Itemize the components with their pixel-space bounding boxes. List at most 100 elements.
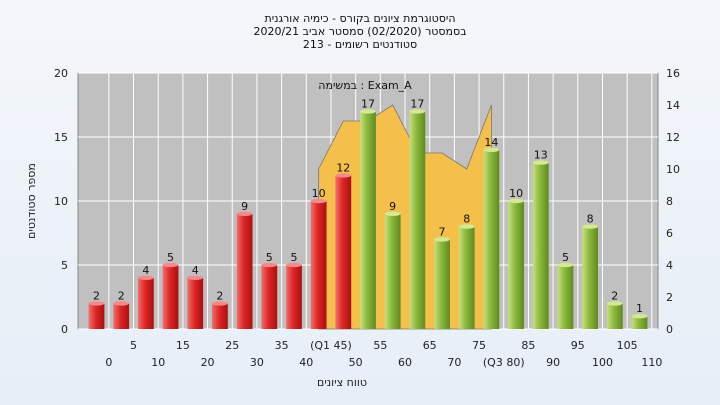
x-tick-16: (Q3 80) [483, 356, 525, 369]
bar-label-14: 7 [439, 225, 446, 238]
bar-top-3 [162, 262, 179, 268]
bar-top-10 [335, 173, 352, 178]
bar-17 [508, 201, 524, 329]
x-tick-9: (Q1 45) [310, 339, 352, 352]
bar-label-18: 13 [534, 149, 548, 162]
x-tick-0: 0 [105, 356, 112, 369]
bar-label-9: 10 [312, 187, 326, 200]
x-tick-14: 70 [447, 356, 461, 369]
bar-top-2 [137, 275, 154, 280]
x-tick-21: 105 [617, 339, 638, 352]
bar-label-11: 17 [361, 97, 375, 110]
x-tick-19: 95 [571, 339, 585, 352]
legend-exam-a: במשימה : Exam_A [318, 79, 412, 92]
x-axis-label: טווח ציונים [317, 376, 367, 389]
x-tick-6: 30 [250, 356, 264, 369]
bar-10 [335, 175, 352, 329]
y2-tick-8: 16 [666, 67, 680, 80]
bar-label-10: 12 [336, 161, 350, 174]
chart-title-line-3: סטודנטים רשומים - 213 [303, 38, 417, 51]
bar-label-6: 9 [241, 200, 248, 213]
x-tick-1: 5 [130, 339, 137, 352]
bar-label-8: 5 [290, 251, 297, 264]
x-tick-15: 75 [472, 339, 486, 352]
bar-14 [434, 239, 450, 329]
bar-top-5 [212, 301, 228, 306]
bar-12 [384, 213, 401, 329]
x-tick-17: 85 [521, 339, 535, 352]
bar-top-8 [286, 262, 302, 268]
x-tick-3: 15 [176, 339, 190, 352]
bar-0 [88, 303, 105, 329]
bar-21 [606, 303, 623, 329]
y2-axis-ticks: 0 2 4 6 8 10 12 14 16 [666, 67, 680, 336]
bar-label-2: 4 [142, 264, 149, 277]
bar-11 [360, 111, 376, 330]
bar-top-21 [606, 301, 623, 306]
bar-6 [236, 213, 253, 329]
bar-top-19 [557, 262, 574, 268]
bar-label-22: 1 [636, 302, 643, 315]
y2-tick-3: 6 [666, 227, 673, 240]
bar-top-7 [261, 262, 278, 268]
bar-3 [162, 265, 179, 329]
y2-tick-5: 10 [666, 163, 680, 176]
bar-label-15: 8 [463, 213, 470, 226]
x-tick-10: 50 [349, 356, 363, 369]
y2-tick-2: 4 [666, 259, 673, 272]
bar-top-18 [532, 160, 549, 165]
bar-top-0 [88, 301, 105, 306]
bar-4 [187, 277, 204, 329]
bar-top-16 [483, 147, 500, 152]
bar-label-5: 2 [216, 289, 223, 302]
y-tick-4: 20 [54, 67, 68, 80]
bar-top-11 [360, 109, 376, 114]
x-axis-ticks: 0 5 10 15 20 25 30 35 40 (Q1 45) 50 55 60 65 70 75 (Q3 8… [105, 339, 662, 369]
bar-7 [261, 265, 278, 329]
bar-label-16: 14 [484, 136, 498, 149]
bar-label-17: 10 [509, 187, 523, 200]
bar-group [88, 109, 648, 330]
y2-tick-6: 12 [666, 131, 680, 144]
bar-top-1 [113, 301, 130, 306]
bar-label-19: 5 [562, 251, 569, 264]
x-tick-5: 25 [225, 339, 239, 352]
bar-16 [483, 149, 500, 329]
y2-tick-7: 14 [666, 99, 680, 112]
y-tick-3: 15 [54, 131, 68, 144]
bar-label-3: 5 [167, 251, 174, 264]
bar-13 [409, 111, 426, 330]
bar-top-14 [434, 237, 450, 242]
bar-label-13: 17 [410, 97, 424, 110]
y-axis-label: מספר סטודנטים [25, 163, 38, 239]
bar-label-12: 9 [389, 200, 396, 213]
bar-18 [532, 162, 549, 329]
bar-19 [557, 265, 574, 329]
bar-22 [631, 316, 648, 329]
y2-tick-0: 0 [666, 323, 673, 336]
y2-tick-1: 2 [666, 291, 673, 304]
bar-label-4: 4 [192, 264, 199, 277]
bar-8 [286, 265, 302, 329]
bar-top-4 [187, 275, 204, 280]
x-tick-13: 65 [423, 339, 437, 352]
chart-title-line-2: בסמסטר (02/2020) סמסטר אביב 2020/21 [253, 25, 466, 38]
bar-label-1: 2 [118, 289, 125, 302]
x-tick-8: 40 [299, 356, 313, 369]
y-tick-2: 10 [54, 195, 68, 208]
bar-15 [458, 226, 475, 329]
bar-label-group: 2 2 4 5 4 2 9 5 5 10 12 17 9 17 7 8 14 10 13 5 8 2 1 [93, 97, 643, 315]
bar-label-20: 8 [587, 213, 594, 226]
bar-top-9 [310, 198, 327, 204]
y-tick-1: 5 [61, 259, 68, 272]
x-tick-20: 100 [592, 356, 613, 369]
bar-top-22 [631, 314, 648, 319]
bar-2 [137, 277, 154, 329]
bar-top-15 [458, 224, 475, 229]
y-axis-ticks: 0 5 10 15 20 [54, 67, 68, 336]
x-tick-22: 110 [641, 356, 662, 369]
bar-9 [310, 201, 327, 329]
x-tick-18: 90 [546, 356, 560, 369]
